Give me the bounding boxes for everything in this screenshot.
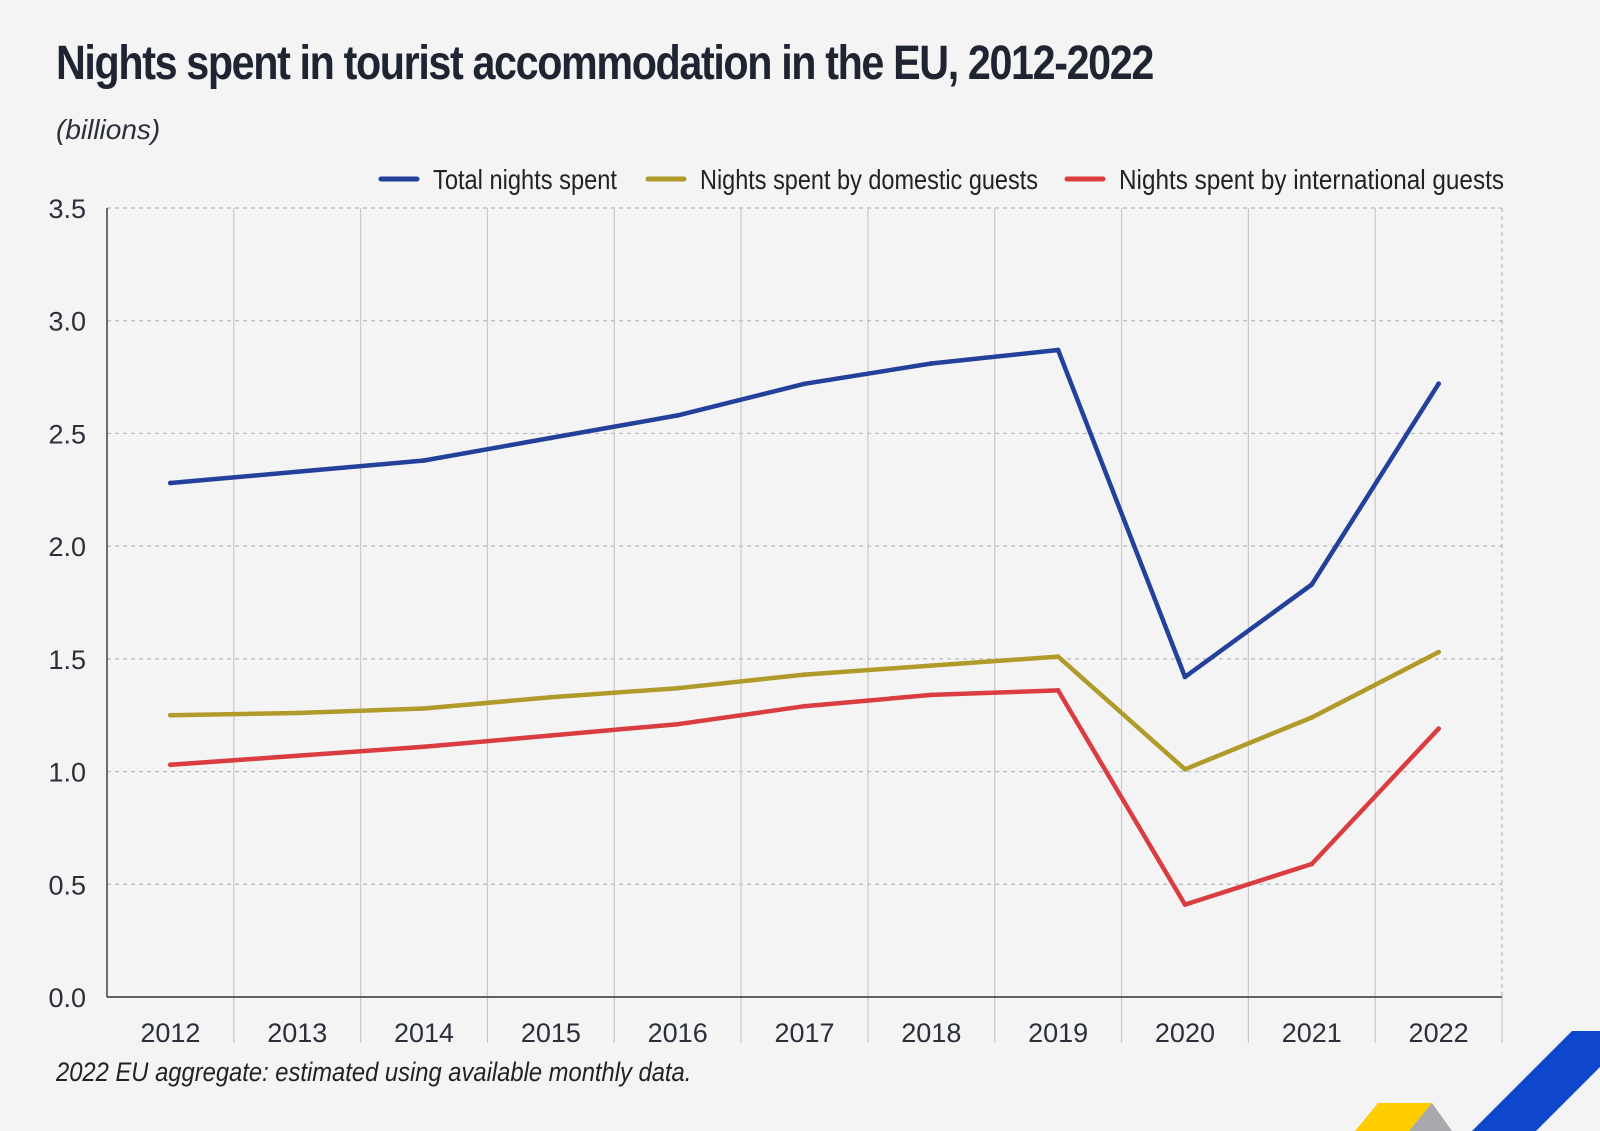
x-tick-label: 2019 bbox=[1028, 1018, 1088, 1048]
data-point bbox=[1436, 726, 1441, 732]
y-tick-label: 2.0 bbox=[48, 532, 86, 562]
data-point bbox=[421, 706, 427, 711]
corner-decoration bbox=[1355, 1031, 1600, 1131]
y-tick-label: 3.0 bbox=[48, 307, 86, 337]
y-tick-label: 0.5 bbox=[48, 870, 86, 900]
data-point bbox=[675, 412, 681, 418]
data-point bbox=[294, 753, 300, 759]
decor-grey-shape bbox=[1409, 1103, 1452, 1131]
data-point bbox=[928, 361, 934, 366]
x-tick-label: 2013 bbox=[267, 1018, 327, 1048]
x-tick-label: 2012 bbox=[140, 1018, 200, 1048]
legend: Total nights spent Nights spent by domest… bbox=[378, 164, 1504, 195]
data-point bbox=[421, 458, 427, 463]
data-point bbox=[421, 744, 427, 750]
y-tick-label: 1.5 bbox=[48, 645, 86, 675]
x-tick-label: 2021 bbox=[1282, 1018, 1342, 1048]
x-tick-label: 2016 bbox=[648, 1018, 708, 1048]
x-tick-label: 2022 bbox=[1409, 1018, 1469, 1048]
data-point bbox=[294, 469, 300, 475]
legend-label-2: Nights spent by domestic guests bbox=[700, 164, 1038, 195]
data-point bbox=[548, 733, 554, 738]
data-point bbox=[1055, 654, 1061, 660]
data-point bbox=[168, 712, 173, 718]
data-point bbox=[548, 694, 554, 700]
data-point bbox=[1309, 861, 1315, 867]
data-point bbox=[1182, 766, 1188, 772]
x-tick-label: 2018 bbox=[901, 1018, 961, 1048]
grid-layer bbox=[107, 207, 1503, 1043]
x-tick-label: 2014 bbox=[394, 1018, 454, 1048]
axis-layer: 0.0 0.5 1.0 1.5 2.0 2.5 3.0 3.5 2012 2013 2014 2015… bbox=[48, 194, 1502, 1048]
data-point bbox=[928, 663, 934, 669]
data-point bbox=[675, 721, 681, 727]
y-tick-label: 0.0 bbox=[48, 983, 86, 1013]
legend-label-1: Total nights spent bbox=[433, 164, 617, 195]
decor-yellow-shape bbox=[1355, 1103, 1432, 1131]
data-point bbox=[802, 381, 807, 387]
y-tick-label: 1.0 bbox=[48, 758, 86, 788]
y-tick-label: 3.5 bbox=[48, 194, 86, 224]
data-point bbox=[294, 710, 300, 716]
y-tick-label: 2.5 bbox=[48, 419, 86, 449]
chart-title: Nights spent in tourist accommodation in… bbox=[56, 37, 1154, 90]
data-point bbox=[1436, 649, 1441, 655]
data-point bbox=[1436, 381, 1441, 387]
data-point bbox=[802, 703, 807, 709]
data-point bbox=[168, 762, 173, 768]
data-point bbox=[1309, 582, 1315, 587]
x-tick-label: 2020 bbox=[1155, 1018, 1215, 1048]
data-point bbox=[1182, 674, 1188, 680]
legend-label-3: Nights spent by international guests bbox=[1119, 164, 1504, 195]
data-point bbox=[928, 692, 934, 698]
footnote: 2022 EU aggregate: estimated using avail… bbox=[56, 1057, 692, 1087]
chart-subtitle: (billions) bbox=[56, 114, 161, 145]
decor-blue-shape bbox=[1472, 1031, 1600, 1131]
data-point bbox=[548, 435, 554, 441]
series-layer bbox=[168, 347, 1441, 907]
data-point bbox=[168, 480, 173, 486]
x-tick-label: 2017 bbox=[774, 1018, 834, 1048]
data-point bbox=[1309, 715, 1315, 720]
data-point bbox=[675, 685, 681, 691]
x-tick-label: 2015 bbox=[521, 1018, 581, 1048]
data-point bbox=[1182, 902, 1188, 907]
data-point bbox=[1055, 688, 1061, 693]
data-point bbox=[802, 672, 807, 678]
data-point bbox=[1055, 347, 1061, 353]
